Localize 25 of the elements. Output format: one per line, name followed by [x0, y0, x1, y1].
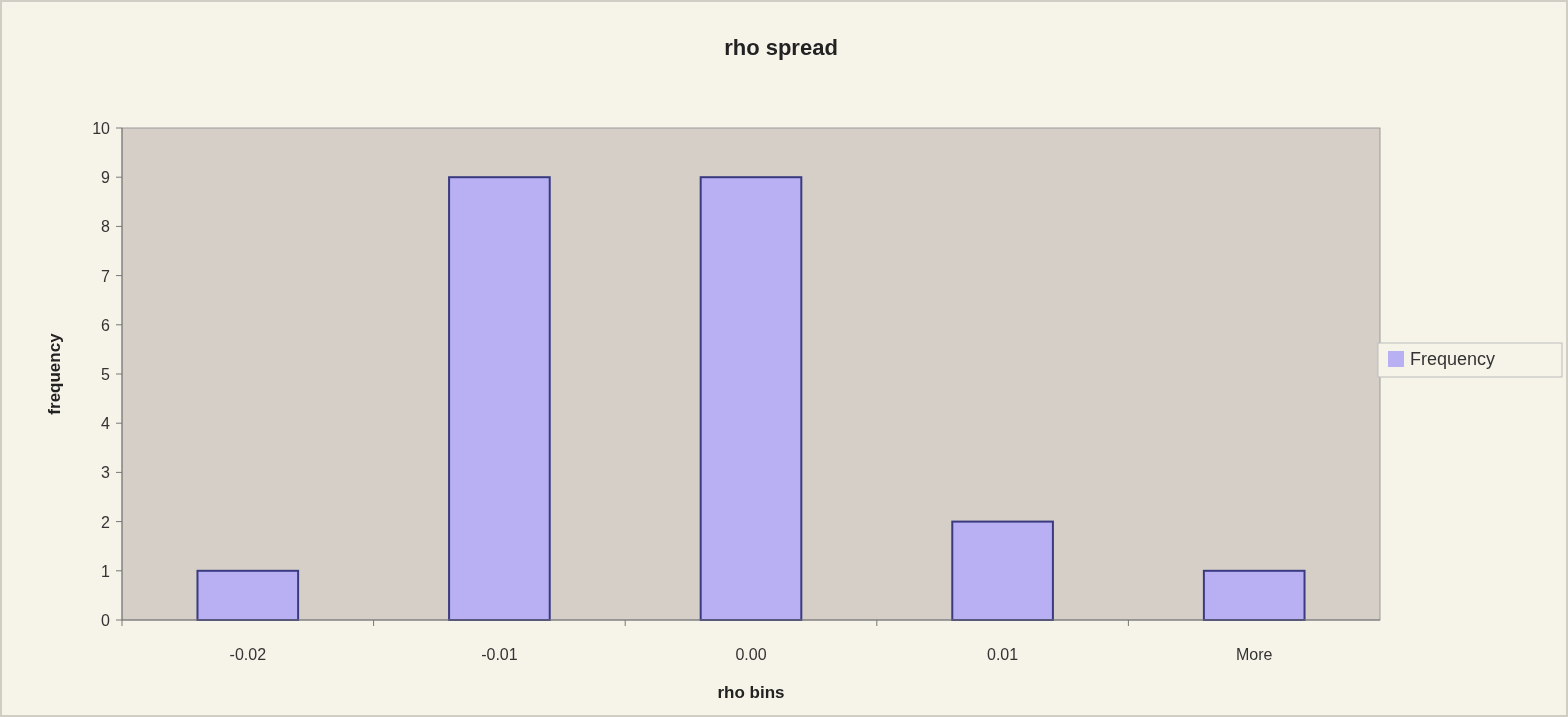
- y-tick-label: 6: [101, 316, 111, 334]
- x-tick-label: 0.01: [987, 646, 1019, 663]
- bar: [196, 569, 300, 621]
- x-tick-label: More: [1235, 646, 1273, 663]
- legend-label: Frequency: [1410, 349, 1496, 369]
- bar: [1202, 569, 1306, 621]
- y-tick-label: 2: [101, 513, 111, 531]
- y-tick-label: 1: [101, 562, 111, 580]
- y-tick-label: 5: [101, 366, 111, 383]
- y-axis-title: frequency: [45, 332, 64, 415]
- y-tick-label: 0: [101, 612, 111, 629]
- chart-title: rho spread: [724, 35, 838, 60]
- x-axis-title: rho bins: [717, 683, 785, 702]
- x-tick-label: -0.01: [481, 646, 518, 663]
- bar: [699, 176, 803, 621]
- bar: [448, 176, 551, 621]
- y-tick-label: 7: [101, 267, 111, 285]
- y-tick-label: 10: [92, 120, 111, 137]
- x-tick-label: -0.02: [229, 646, 267, 663]
- y-tick-label: 9: [101, 169, 111, 187]
- y-tick-label: 4: [101, 415, 111, 433]
- x-tick-label: 0.00: [735, 646, 767, 663]
- bar: [951, 520, 1054, 621]
- y-tick-label: 3: [101, 464, 111, 482]
- y-tick-label: 8: [101, 218, 111, 236]
